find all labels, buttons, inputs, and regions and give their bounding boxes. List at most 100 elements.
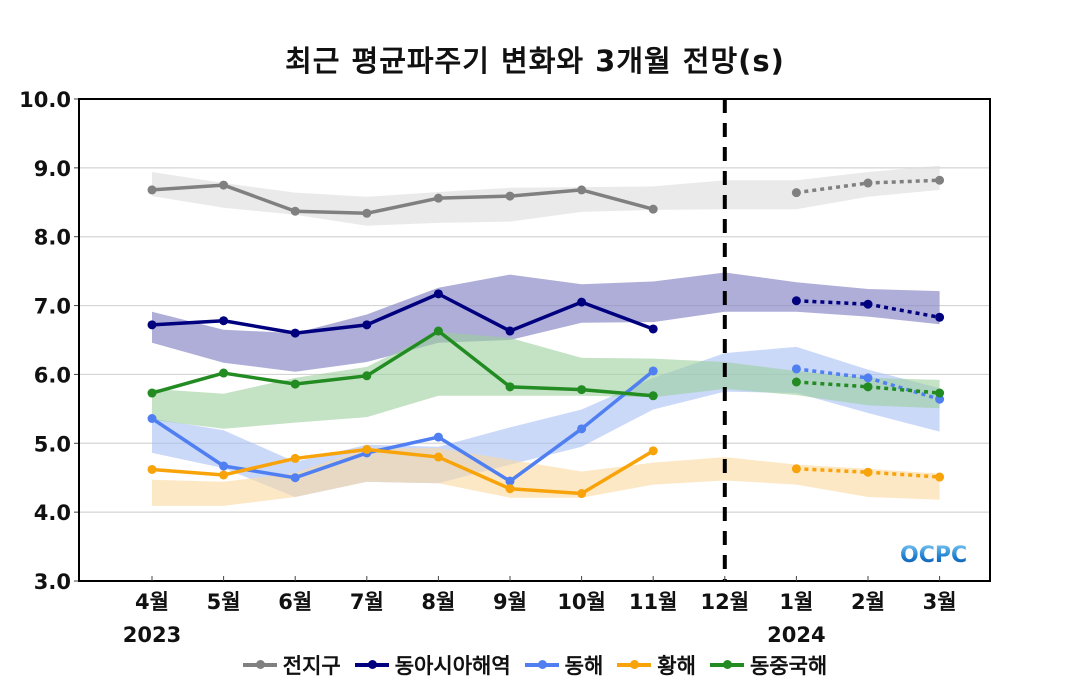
observed-point — [147, 320, 157, 330]
observed-point — [362, 320, 372, 330]
observed-point — [147, 388, 157, 398]
band-4 — [152, 331, 940, 429]
legend-item: 동아시아해역 — [354, 650, 511, 680]
observed-point — [648, 204, 658, 214]
forecast-point — [863, 178, 873, 188]
forecast-point — [935, 312, 945, 322]
observed-point — [505, 476, 515, 486]
observed-point — [290, 453, 300, 463]
legend-item: 동해 — [524, 650, 604, 680]
y-tick-label: 10.0 — [19, 88, 71, 112]
observed-point — [290, 473, 300, 483]
year-label: 2023 — [123, 623, 181, 647]
legend-label: 동해 — [564, 654, 604, 678]
observed-point — [219, 470, 229, 480]
forecast-point — [935, 175, 945, 185]
observed-point — [147, 413, 157, 423]
chart-title: 최근 평균파주기 변화와 3개월 전망(s) — [285, 44, 785, 78]
forecast-point — [935, 472, 945, 482]
forecast-point — [863, 299, 873, 309]
x-tick-label: 12월 — [701, 590, 750, 614]
forecast-point — [791, 296, 801, 306]
observed-point — [147, 464, 157, 474]
y-tick-label: 8.0 — [34, 226, 71, 250]
forecast-point — [935, 394, 945, 404]
observed-point — [505, 484, 515, 494]
observed-line-1 — [151, 292, 654, 335]
observed-line-3 — [151, 447, 655, 496]
band-0 — [152, 165, 940, 226]
y-tick-label: 4.0 — [34, 501, 71, 525]
observed-point — [577, 489, 587, 499]
observed-point — [505, 382, 515, 392]
observed-point — [290, 328, 300, 338]
x-tick-label: 4월 — [135, 590, 169, 614]
observed-point — [577, 185, 587, 195]
legend-item: 동중국해 — [709, 650, 828, 680]
observed-point — [219, 316, 229, 326]
forecast-point — [791, 364, 801, 374]
observed-point — [219, 368, 229, 378]
forecast-point — [791, 188, 801, 198]
band-3 — [152, 448, 940, 506]
observed-point — [362, 444, 372, 454]
x-tick-label: 2월 — [851, 590, 885, 614]
band-1 — [152, 272, 940, 372]
observed-point — [147, 185, 157, 195]
observed-point — [648, 324, 658, 334]
x-tick-label: 8월 — [421, 590, 455, 614]
legend-line-marker-icon — [524, 660, 559, 669]
observed-point — [433, 432, 443, 442]
year-label: 2024 — [767, 623, 825, 647]
legend-label: 동중국해 — [749, 654, 828, 678]
forecast-point — [935, 388, 945, 398]
observed-point — [648, 391, 658, 401]
x-tick-label: 1월 — [779, 590, 813, 614]
legend-item: 황해 — [617, 650, 696, 680]
plot-frame — [78, 98, 991, 582]
observed-point — [290, 379, 300, 389]
legend-line-marker-icon — [709, 660, 744, 669]
forecast-point — [863, 467, 873, 477]
legend-label: 동아시아해역 — [394, 654, 511, 678]
observed-point — [362, 371, 372, 381]
observed-point — [577, 424, 587, 434]
observed-point — [433, 452, 443, 462]
legend-label: 황해 — [657, 654, 696, 678]
observed-point — [290, 206, 300, 216]
x-tick-label: 9월 — [493, 590, 527, 614]
observed-point — [433, 289, 443, 299]
observed-point — [433, 326, 443, 336]
legend-line-marker-icon — [354, 660, 389, 669]
observed-point — [362, 208, 372, 218]
x-tick-label: 10월 — [557, 590, 606, 614]
y-tick-label: 5.0 — [34, 432, 71, 456]
y-tick-label: 3.0 — [34, 570, 71, 594]
legend-line-marker-icon — [242, 660, 277, 669]
y-tick-label: 7.0 — [34, 295, 71, 319]
series-lines — [147, 175, 945, 499]
x-tick-label: 6월 — [278, 590, 312, 614]
observed-line-2 — [151, 369, 655, 483]
forecast-line-1 — [796, 299, 940, 319]
x-tick-label: 3월 — [923, 590, 957, 614]
observed-line-0 — [151, 183, 654, 216]
observed-point — [219, 180, 229, 190]
observed-point — [648, 366, 658, 376]
observed-point — [505, 326, 515, 336]
observed-point — [577, 297, 587, 307]
x-tick-label: 7월 — [350, 590, 384, 614]
forecast-point — [863, 373, 873, 383]
observed-point — [577, 385, 587, 395]
observed-point — [648, 446, 658, 456]
y-tick-label: 9.0 — [34, 157, 71, 181]
legend-item: 전지구 — [242, 650, 341, 680]
x-tick-label: 5월 — [207, 590, 241, 614]
observed-point — [433, 193, 443, 203]
legend-line-marker-icon — [617, 660, 652, 669]
observed-line-4 — [151, 329, 654, 398]
ocpc-logo: OCPC — [900, 543, 968, 568]
x-tick-label: 11월 — [629, 590, 678, 614]
legend: 전지구 동아시아해역 동해 황해 동중국해 — [0, 650, 1070, 680]
